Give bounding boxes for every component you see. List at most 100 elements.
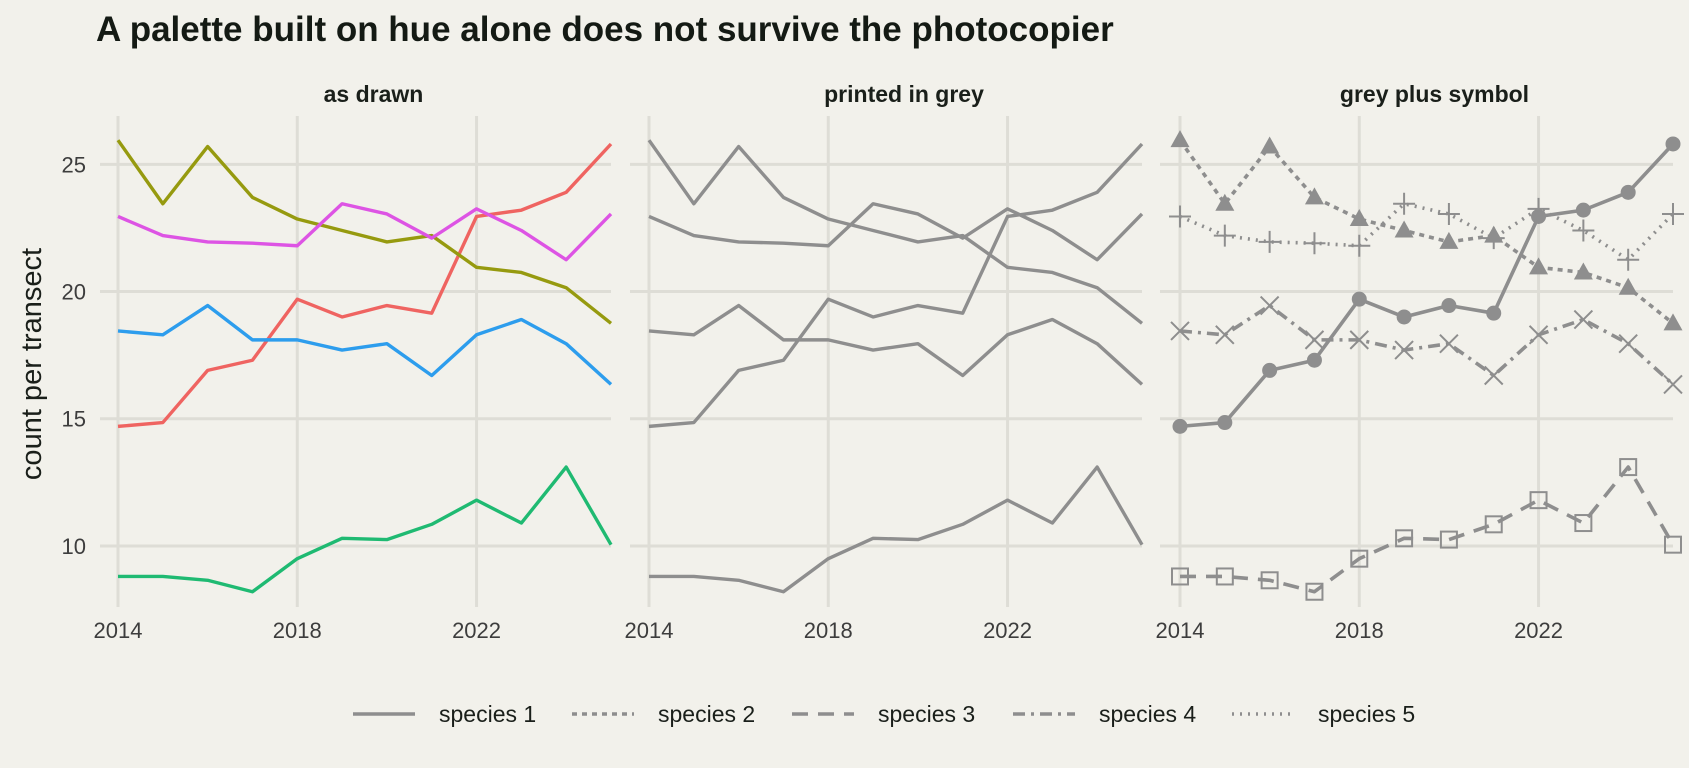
series-line-species-2: [647, 139, 1144, 325]
chart-title: A palette built on hue alone does not su…: [96, 10, 1114, 49]
marker-species-5: [1662, 202, 1684, 225]
series-line-species-4: [1179, 303, 1675, 386]
marker-species-2: [1170, 130, 1190, 148]
y-tick-label: 15: [62, 407, 86, 432]
marker-species-3: [1260, 571, 1279, 590]
x-tick-label: 2018: [273, 618, 322, 643]
marker-species-3: [1350, 549, 1369, 568]
marker-species-1: [1351, 291, 1367, 307]
marker-species-1: [1441, 298, 1457, 314]
series-line-species-3: [649, 465, 1144, 594]
series-line-species-5: [1179, 201, 1675, 262]
marker-species-2: [1260, 136, 1280, 154]
marker-species-1: [1262, 362, 1278, 378]
marker-species-5: [1213, 224, 1236, 247]
marker-species-1: [1620, 184, 1636, 200]
marker-species-5: [1169, 205, 1191, 228]
marker-species-1: [1665, 136, 1681, 152]
series-line-species-2: [116, 139, 613, 325]
marker-species-3: [1484, 515, 1503, 534]
x-tick-label: 2022: [1514, 618, 1563, 643]
series-line-species-2: [1178, 139, 1675, 325]
marker-species-3: [1215, 567, 1234, 586]
marker-species-2: [1215, 193, 1235, 211]
marker-species-2: [1573, 262, 1593, 280]
marker-species-5: [1527, 197, 1550, 220]
marker-species-4: [1528, 325, 1549, 345]
x-tick-label: 2014: [1156, 618, 1205, 643]
marker-species-4: [1349, 330, 1369, 350]
series-line-species-5: [648, 202, 1144, 262]
marker-species-4: [1259, 295, 1280, 316]
panel-title: printed in grey: [824, 81, 984, 107]
series-line-species-1: [648, 142, 1144, 429]
marker-species-4: [1618, 333, 1638, 354]
y-axis-title: count per transect: [16, 248, 48, 480]
marker-species-4: [1304, 330, 1325, 350]
marker-species-2: [1663, 313, 1683, 331]
marker-species-2: [1529, 257, 1549, 275]
legend-label: species 1: [439, 701, 536, 727]
legend-label: species 5: [1318, 701, 1415, 727]
marker-species-1: [1486, 305, 1502, 321]
marker-species-5: [1348, 234, 1371, 257]
marker-species-4: [1215, 325, 1235, 345]
panel-3: grey plus symbol 2014 2018 2022: [1156, 81, 1684, 643]
marker-species-2: [1439, 231, 1459, 249]
marker-species-1: [1396, 309, 1412, 325]
x-tick-label: 2022: [983, 618, 1032, 643]
marker-species-3: [1664, 535, 1682, 554]
y-tick-label: 10: [62, 534, 86, 559]
legend-label: species 3: [878, 701, 975, 727]
series-line-species-3: [118, 465, 613, 594]
x-tick-label: 2014: [625, 618, 674, 643]
y-tick-label: 20: [62, 280, 86, 305]
marker-species-5: [1482, 227, 1505, 250]
marker-species-4: [1484, 365, 1504, 386]
marker-species-3: [1305, 582, 1324, 601]
marker-species-1: [1217, 415, 1233, 431]
marker-species-4: [1439, 333, 1459, 354]
marker-species-5: [1617, 248, 1640, 271]
marker-species-2: [1394, 220, 1414, 238]
panel-1: as drawn 2014 2018 2022 10 15 20 25: [62, 81, 613, 643]
marker-species-5: [1393, 192, 1416, 215]
marker-species-5: [1258, 230, 1281, 253]
series-line-species-5: [117, 202, 613, 262]
marker-species-3: [1439, 530, 1458, 549]
marker-species-4: [1663, 374, 1683, 395]
marker-species-4: [1573, 309, 1594, 330]
marker-species-2: [1349, 209, 1369, 227]
marker-species-4: [1394, 340, 1414, 360]
marker-species-2: [1304, 187, 1324, 205]
legend-label: species 4: [1099, 701, 1196, 727]
marker-species-1: [1575, 202, 1591, 218]
panel-title: as drawn: [324, 81, 424, 107]
series-line-species-3: [1180, 465, 1675, 594]
legend-label: species 2: [658, 701, 755, 727]
x-tick-label: 2018: [1335, 618, 1384, 643]
marker-species-1: [1306, 352, 1322, 368]
marker-species-5: [1437, 202, 1460, 225]
marker-species-5: [1572, 219, 1595, 242]
legend: species 1 species 2 species 3 species 4 spec…: [353, 701, 1415, 727]
x-tick-label: 2022: [452, 618, 501, 643]
marker-species-1: [1172, 418, 1188, 434]
marker-species-3: [1171, 567, 1189, 586]
marker-species-3: [1395, 529, 1414, 548]
marker-species-2: [1618, 277, 1638, 295]
series-line-species-4: [648, 303, 1144, 386]
marker-species-3: [1619, 458, 1638, 477]
x-tick-label: 2018: [804, 618, 853, 643]
panel-2: printed in grey 2014 2018 2022: [625, 81, 1144, 643]
marker-species-3: [1574, 514, 1593, 533]
x-tick-label: 2014: [94, 618, 143, 643]
series-line-species-1: [117, 142, 613, 429]
marker-species-4: [1170, 321, 1190, 341]
marker-species-5: [1303, 232, 1326, 255]
panel-title: grey plus symbol: [1340, 81, 1529, 107]
panels-layer: as drawn 2014 2018 2022 10 15 20 25 printed in g…: [62, 81, 1684, 643]
marker-species-3: [1529, 491, 1548, 510]
series-line-species-4: [117, 303, 613, 386]
